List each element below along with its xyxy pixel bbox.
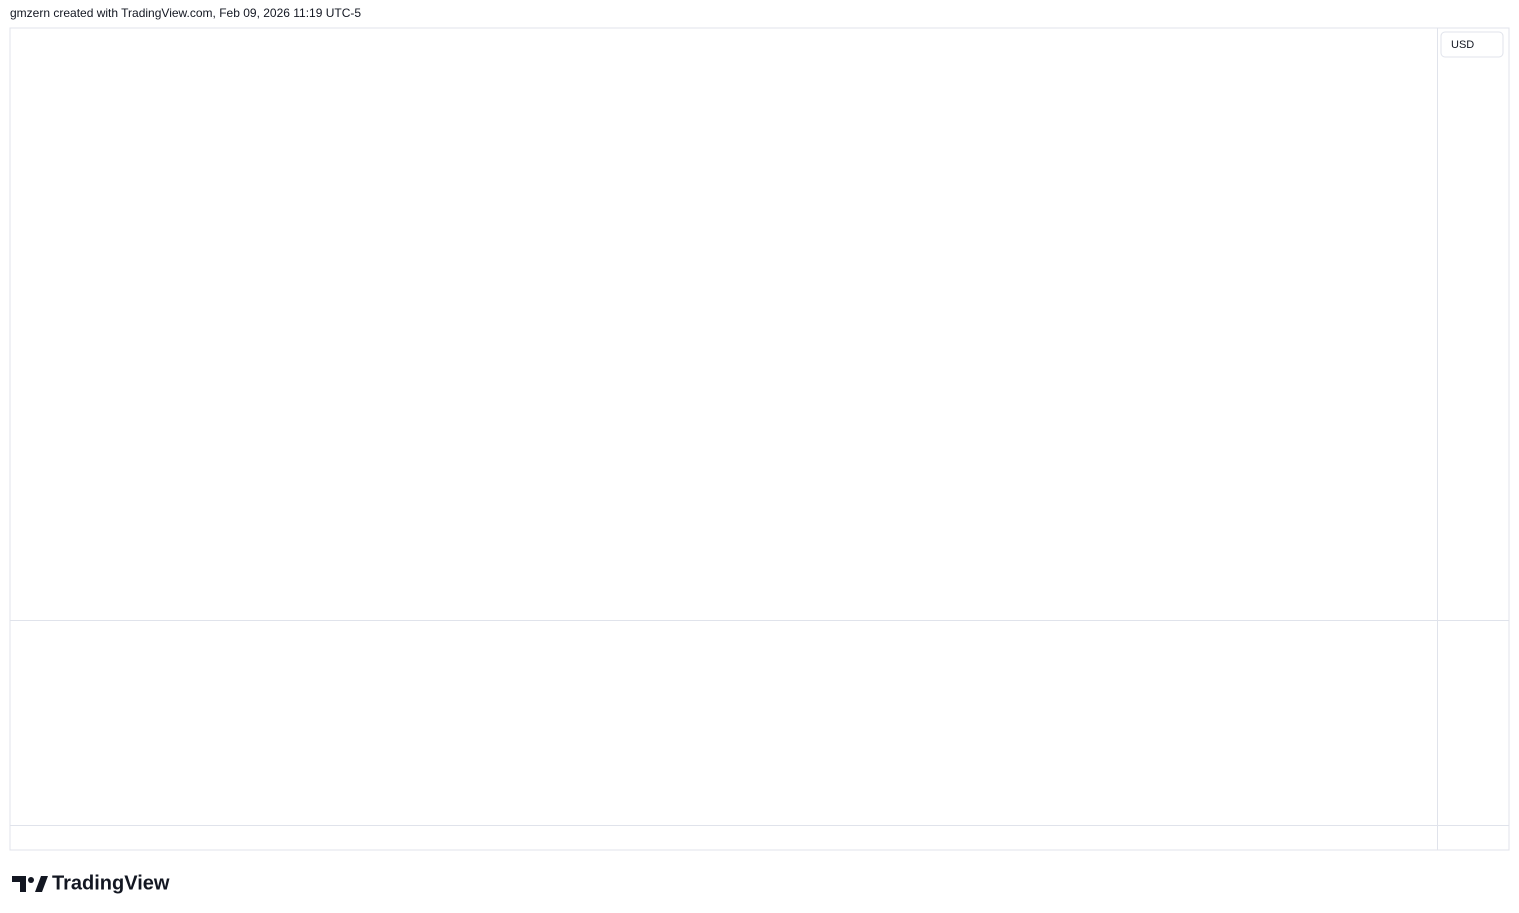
footer: TradingView [12, 872, 170, 894]
logo-shape [12, 876, 26, 892]
chart-frame [9, 27, 1510, 851]
attribution: gmzern created with TradingView.com, Feb… [10, 6, 361, 20]
currency-button[interactable] [1440, 31, 1504, 58]
brand-name: TradingView [52, 872, 170, 894]
currency-label: USD [1451, 39, 1474, 51]
logo-dot [28, 877, 34, 883]
label-layer: gmzern created with TradingView.com, Feb… [10, 6, 361, 20]
frame-layer: USD [9, 27, 1510, 851]
brand-logo [12, 876, 48, 892]
logo-slash [35, 876, 48, 892]
